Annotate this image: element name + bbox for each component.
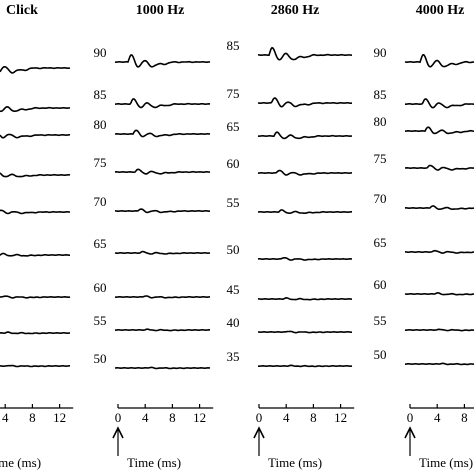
x-tick-label: 4 [283, 410, 290, 425]
waveform [114, 54, 211, 68]
x-axis-label: Time (ms) [268, 455, 322, 470]
waveform [404, 164, 474, 171]
level-label: 65 [94, 236, 107, 251]
level-label: 70 [94, 194, 107, 209]
level-label: 70 [374, 191, 387, 206]
waveform [257, 330, 352, 334]
level-label: 55 [94, 313, 107, 328]
x-tick-label: 8 [461, 410, 468, 425]
x-tick-label: 4 [142, 410, 149, 425]
x-tick-label: 0 [115, 410, 122, 425]
x-tick-label: 8 [310, 410, 317, 425]
waveform [0, 105, 71, 113]
waveform [114, 98, 211, 109]
waveform [404, 291, 474, 296]
waveform [404, 362, 474, 366]
waveform [114, 250, 211, 255]
level-label: 85 [227, 38, 240, 53]
x-tick-label: 12 [53, 410, 66, 425]
level-label: 40 [227, 315, 240, 330]
level-label: 60 [374, 277, 387, 292]
x-axis-label: Time (ms) [0, 455, 41, 470]
level-label: 60 [94, 280, 107, 295]
waveform [114, 208, 211, 214]
level-label: 60 [227, 156, 240, 171]
level-label: 85 [374, 87, 387, 102]
x-tick-label: 0 [256, 410, 263, 425]
level-label: 80 [94, 117, 107, 132]
waveform [114, 295, 211, 299]
level-label: 50 [94, 351, 107, 366]
level-label: 50 [227, 242, 240, 257]
waveform [0, 209, 71, 215]
level-label: 90 [94, 45, 107, 60]
waveform [404, 328, 474, 332]
arrow-head [112, 426, 124, 439]
waveform [405, 98, 474, 109]
waveform [0, 364, 70, 368]
waveform [257, 296, 353, 301]
x-tick-label: 4 [434, 410, 441, 425]
waveform [114, 129, 211, 138]
level-label: 65 [227, 119, 240, 134]
waveform [0, 172, 71, 178]
waveform [114, 366, 211, 370]
waveform [404, 205, 474, 210]
level-label: 45 [227, 282, 240, 297]
level-label: 65 [374, 235, 387, 250]
waveform [0, 295, 71, 299]
waveform [0, 331, 71, 335]
waveform [257, 364, 353, 368]
waveform [0, 252, 70, 257]
level-label: 85 [94, 87, 107, 102]
panel-title: Click [6, 3, 38, 18]
arrow-head [404, 426, 416, 439]
waveform [114, 328, 211, 332]
waveform [257, 209, 352, 214]
level-label: 50 [374, 347, 387, 362]
x-tick-label: 12 [334, 410, 347, 425]
waveform [0, 133, 70, 139]
level-label: 75 [374, 151, 387, 166]
waveform [404, 249, 474, 254]
level-label: 55 [374, 313, 387, 328]
waveform [257, 169, 353, 176]
x-axis-label: Time (ms) [419, 455, 473, 470]
waveform [257, 46, 353, 61]
x-tick-label: 0 [407, 410, 414, 425]
level-label: 75 [227, 86, 240, 101]
waveform [114, 168, 211, 175]
waveform [257, 131, 353, 140]
level-label: 75 [94, 155, 107, 170]
waveform [404, 53, 474, 68]
arrow-head [253, 426, 265, 439]
x-tick-label: 8 [29, 410, 36, 425]
panel-title: 2860 Hz [271, 3, 320, 18]
x-axis-label: Time (ms) [127, 455, 181, 470]
level-label: 55 [227, 195, 240, 210]
level-label: 35 [227, 349, 240, 364]
waveform [404, 126, 474, 135]
x-tick-label: 4 [2, 410, 9, 425]
level-label: 80 [374, 114, 387, 129]
waveform [257, 257, 353, 261]
waveform [257, 97, 353, 108]
level-label: 90 [374, 45, 387, 60]
panel-title: 1000 Hz [136, 3, 185, 18]
x-tick-label: 12 [193, 410, 206, 425]
waveform [0, 66, 71, 74]
panel-title: 4000 Hz [416, 3, 465, 18]
x-tick-label: 8 [169, 410, 176, 425]
